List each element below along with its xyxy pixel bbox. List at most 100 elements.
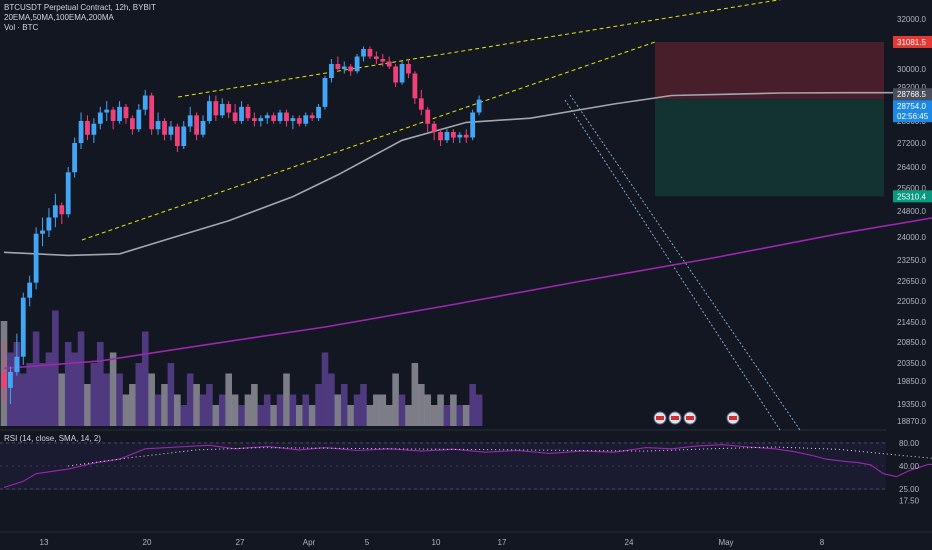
volume-bar bbox=[19, 373, 27, 426]
countdown-label-text: 02:56:45 bbox=[897, 112, 929, 121]
candle-body bbox=[335, 64, 341, 69]
candle-body bbox=[258, 118, 264, 121]
volume-bar bbox=[148, 373, 155, 426]
stop-loss-zone bbox=[655, 41, 884, 100]
price-tick-label: 22650.0 bbox=[897, 277, 926, 286]
entry-price-label-text: 28768.5 bbox=[897, 90, 926, 99]
stop-price-label-bg bbox=[893, 35, 932, 48]
candle-body bbox=[194, 115, 199, 135]
candle-body bbox=[438, 132, 443, 141]
candle-body bbox=[341, 66, 347, 69]
volume-bar bbox=[45, 352, 53, 426]
volume-bar bbox=[405, 405, 412, 426]
volume-bar bbox=[328, 373, 335, 426]
candle-body bbox=[309, 115, 315, 119]
time-tick-label: 17 bbox=[498, 538, 507, 547]
volume-bar bbox=[64, 342, 72, 426]
ma-indicator-label[interactable]: 20EMA,50MA,100EMA,200MA bbox=[4, 13, 114, 22]
volume-bar bbox=[450, 394, 457, 426]
volume-bar bbox=[238, 405, 245, 426]
time-tick-label: 8 bbox=[820, 538, 825, 547]
price-tick-label: 27200.0 bbox=[897, 139, 926, 148]
candle-body bbox=[168, 126, 174, 135]
volume-bar bbox=[353, 394, 361, 426]
volume-bar bbox=[244, 394, 252, 426]
volume-bar bbox=[430, 405, 438, 426]
target-price-label: 25310.4 bbox=[893, 190, 932, 203]
volume-bar bbox=[270, 405, 277, 426]
candle-body bbox=[232, 112, 238, 121]
candle-body bbox=[425, 109, 431, 124]
stop-price-label-text: 31081.5 bbox=[897, 38, 926, 47]
volume-bar bbox=[475, 394, 483, 426]
candle-body bbox=[117, 106, 122, 121]
volume-bar bbox=[257, 405, 265, 426]
volume-bar bbox=[39, 363, 46, 426]
volume-bar bbox=[289, 394, 297, 426]
volume-bar bbox=[418, 384, 425, 426]
ma200-line bbox=[3, 217, 932, 370]
candle-body bbox=[97, 112, 103, 124]
candle-body bbox=[187, 115, 193, 127]
candle-body bbox=[110, 109, 116, 121]
volume-bar bbox=[77, 331, 85, 426]
candle-body bbox=[431, 123, 437, 132]
rsi-tick-label: 25.00 bbox=[899, 485, 920, 494]
candle-body bbox=[380, 59, 386, 62]
candle-body bbox=[149, 95, 155, 130]
rsi-indicator-label[interactable]: RSI (14, close, SMA, 14, 2) bbox=[4, 434, 101, 443]
candle-body bbox=[40, 230, 45, 234]
price-tick-label: 29200.0 bbox=[897, 83, 926, 92]
candle-body bbox=[239, 106, 244, 121]
entry-price-label: 28768.5 bbox=[893, 88, 932, 101]
volume-bar bbox=[231, 394, 239, 426]
price-tick-label: 26400.0 bbox=[897, 163, 926, 172]
time-tick-label: 13 bbox=[40, 538, 49, 547]
price-tick-label: 22050.0 bbox=[897, 297, 926, 306]
candle-body bbox=[219, 104, 225, 116]
time-tick-label: Apr bbox=[303, 538, 316, 547]
volume-bar bbox=[161, 384, 168, 426]
volume-bar bbox=[302, 394, 310, 426]
candle-body bbox=[136, 109, 142, 130]
price-tick-label: 20850.0 bbox=[897, 338, 926, 347]
entry-price-label-bg bbox=[893, 88, 932, 101]
time-tick-label: 27 bbox=[236, 538, 245, 547]
candle-body bbox=[444, 132, 450, 141]
event-icon bbox=[653, 411, 667, 425]
price-tick-label: 24800.0 bbox=[897, 207, 926, 216]
candlestick-series bbox=[1, 46, 482, 404]
candle-body bbox=[91, 123, 97, 135]
symbol-title[interactable]: BTCUSDT Perpetual Contract, 12h, BYBIT bbox=[4, 3, 156, 12]
volume-bar bbox=[283, 373, 290, 426]
volume-indicator-label[interactable]: Vol · BTC bbox=[4, 23, 39, 32]
candle-body bbox=[59, 205, 65, 215]
volume-bar bbox=[308, 405, 316, 426]
price-tick-label: 21450.0 bbox=[897, 318, 926, 327]
candle-body bbox=[52, 205, 58, 218]
candle-body bbox=[200, 121, 206, 135]
volume-bar bbox=[251, 384, 258, 426]
candle-body bbox=[322, 78, 328, 107]
candle-body bbox=[303, 115, 309, 124]
candle-body bbox=[354, 56, 360, 72]
candle-body bbox=[290, 118, 296, 121]
candle-body bbox=[296, 118, 302, 124]
price-tick-label: 23250.0 bbox=[897, 256, 926, 265]
candle-body bbox=[264, 115, 270, 119]
candle-body bbox=[399, 64, 405, 83]
volume-bar bbox=[122, 394, 130, 426]
volume-bar bbox=[71, 352, 78, 426]
candle-body bbox=[78, 121, 84, 143]
time-tick-label: 24 bbox=[625, 538, 634, 547]
price-tick-label: 19350.0 bbox=[897, 400, 926, 409]
volume-bar bbox=[385, 405, 393, 426]
volume-bar bbox=[154, 394, 162, 426]
price-tick-label: 30000.0 bbox=[897, 65, 926, 74]
volume-bar bbox=[360, 384, 367, 426]
volume-bar bbox=[315, 384, 322, 426]
event-icon-flag bbox=[686, 416, 694, 420]
volume-bar bbox=[186, 373, 194, 426]
candle-body bbox=[348, 66, 354, 72]
